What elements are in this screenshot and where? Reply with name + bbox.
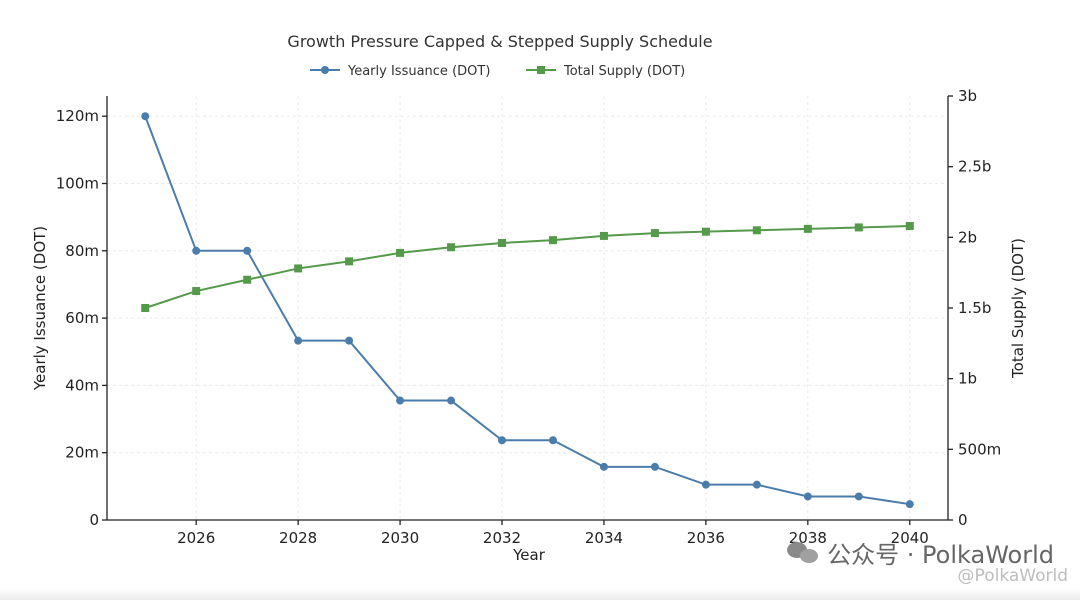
- data-point-issuance: [548, 436, 557, 445]
- data-point-issuance: [396, 396, 405, 405]
- grid: [107, 96, 948, 521]
- data-point-supply: [548, 236, 557, 245]
- y-left-tick-label: 60m: [65, 309, 99, 327]
- data-point-issuance: [905, 500, 914, 509]
- x-tick-label: 2026: [177, 529, 215, 547]
- data-point-supply: [905, 222, 914, 231]
- x-tick-label: 2030: [381, 529, 419, 547]
- y-right-tick-label: 2b: [958, 228, 977, 246]
- data-point-supply: [701, 227, 710, 236]
- y-left-tick-label: 120m: [56, 107, 99, 125]
- data-point-supply: [752, 226, 761, 235]
- data-point-issuance: [803, 492, 812, 501]
- data-point-supply: [396, 248, 405, 257]
- y-left-tick-label: 0: [89, 511, 99, 529]
- watermark-sub-text: @PolkaWorld: [957, 566, 1068, 586]
- data-point-issuance: [447, 396, 456, 405]
- y-axis-right-label: Total Supply (DOT): [1009, 238, 1027, 379]
- data-point-supply: [141, 304, 150, 312]
- y-left-tick-label: 40m: [65, 376, 99, 394]
- data-point-supply: [447, 243, 456, 252]
- data-point-supply: [243, 275, 252, 284]
- data-point-issuance: [650, 462, 659, 471]
- y-left-tick-label: 20m: [65, 444, 99, 462]
- data-point-issuance: [599, 462, 608, 471]
- data-point-supply: [192, 287, 201, 296]
- chart-title: Growth Pressure Capped & Stepped Supply …: [287, 32, 712, 51]
- x-tick-label: 2034: [585, 529, 623, 547]
- legend: Yearly Issuance (DOT) Total Supply (DOT): [310, 64, 685, 79]
- legend-marker-issuance: [321, 66, 329, 74]
- data-point-supply: [650, 229, 659, 238]
- data-point-supply: [599, 231, 608, 240]
- data-point-issuance: [192, 246, 201, 255]
- series-line-issuance: [144, 115, 910, 506]
- y-right-tick-label: 1b: [958, 370, 977, 388]
- axes: 2026 2028 2030 2032 2034 2036 2038 2040020m40m6…: [56, 87, 1002, 547]
- y-left-tick-label: 100m: [56, 174, 99, 192]
- data-point-supply: [854, 223, 863, 232]
- data-point-supply: [294, 264, 303, 273]
- y-axis-left-label: Yearly Issuance (DOT): [31, 226, 49, 391]
- watermark: 公众号 · PolkaWorld: [787, 535, 1054, 570]
- data-point-supply: [345, 257, 354, 266]
- legend-label-supply: Total Supply (DOT): [563, 64, 685, 79]
- data-point-issuance: [141, 112, 150, 121]
- x-tick-label: 2040: [891, 529, 929, 547]
- y-right-tick-label: 1.5b: [958, 299, 991, 317]
- bottom-shade: [0, 588, 1080, 600]
- y-right-tick-label: 0: [958, 511, 968, 529]
- y-left-tick-label: 80m: [65, 242, 99, 260]
- data-point-issuance: [854, 492, 863, 501]
- watermark-text: 公众号 · PolkaWorld: [827, 541, 1054, 569]
- data-point-issuance: [294, 336, 303, 345]
- y-right-tick-label: 500m: [958, 440, 1001, 458]
- x-tick-label: 2028: [279, 529, 317, 547]
- y-right-tick-label: 2.5b: [958, 158, 991, 176]
- data-point-supply: [803, 224, 812, 233]
- x-tick-label: 2036: [687, 529, 725, 547]
- x-tick-label: 2032: [483, 529, 521, 547]
- x-axis-label: Year: [512, 546, 546, 564]
- data-point-issuance: [243, 246, 252, 255]
- data-point-issuance: [498, 436, 507, 445]
- series: [141, 112, 914, 509]
- y-right-tick-label: 3b: [958, 87, 977, 105]
- series-line-supply: [144, 225, 910, 309]
- data-point-issuance: [701, 480, 710, 489]
- legend-marker-supply: [537, 66, 545, 74]
- data-point-supply: [498, 238, 507, 247]
- data-point-issuance: [752, 480, 761, 489]
- data-point-issuance: [345, 336, 354, 345]
- wechat-icon: [787, 541, 819, 564]
- legend-label-issuance: Yearly Issuance (DOT): [347, 64, 490, 79]
